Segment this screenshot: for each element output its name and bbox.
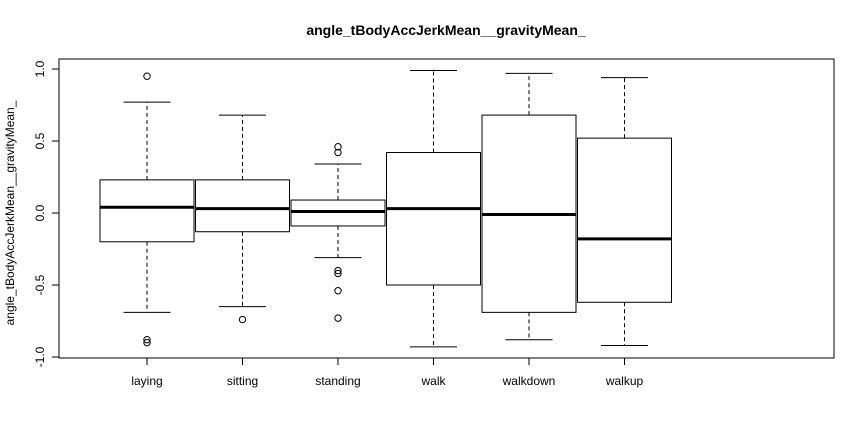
outlier-point (334, 143, 342, 151)
x-tick-label: walk (420, 374, 446, 388)
y-tick-label: -1.0 (33, 346, 47, 367)
chart-title: angle_tBodyAccJerkMean__gravityMean_ (306, 22, 586, 38)
y-tick-label: 0.0 (33, 204, 47, 221)
box-walkdown (481, 72, 577, 341)
box-laying (99, 72, 195, 347)
x-tick-label: sitting (227, 374, 258, 388)
box-iqr (386, 152, 481, 286)
x-tick-label: walkup (605, 374, 644, 388)
outlier-point (334, 314, 342, 322)
box-iqr (99, 179, 195, 243)
outlier-point (334, 287, 342, 295)
box-sitting (195, 114, 290, 324)
x-axis-ticks: laying sitting standing walk walkdown walkup (131, 357, 644, 388)
y-tick-label: 1.0 (33, 60, 47, 77)
x-tick-label: laying (131, 374, 162, 388)
box-iqr (577, 137, 672, 303)
outlier-point (238, 315, 247, 324)
outlier-point (334, 269, 342, 278)
outlier-point (334, 148, 342, 157)
box-walk (386, 69, 481, 348)
outlier-point (334, 266, 342, 275)
box-walkup (577, 77, 672, 346)
y-tick-label: -0.5 (33, 274, 47, 295)
x-tick-label: standing (315, 374, 360, 388)
outlier-point (143, 336, 151, 344)
boxplot-series (99, 69, 672, 348)
y-axis-label: angle_tBodyAccJerkMean__gravityMean_ (3, 100, 17, 325)
x-tick-label: walkdown (502, 374, 556, 388)
box-iqr (195, 179, 290, 233)
outlier-point (143, 72, 151, 80)
y-tick-label: 0.5 (33, 132, 47, 149)
box-standing (290, 143, 386, 322)
y-axis-ticks: -1.0 -0.5 0.0 0.5 1.0 (33, 60, 59, 367)
outlier-point (143, 338, 151, 347)
